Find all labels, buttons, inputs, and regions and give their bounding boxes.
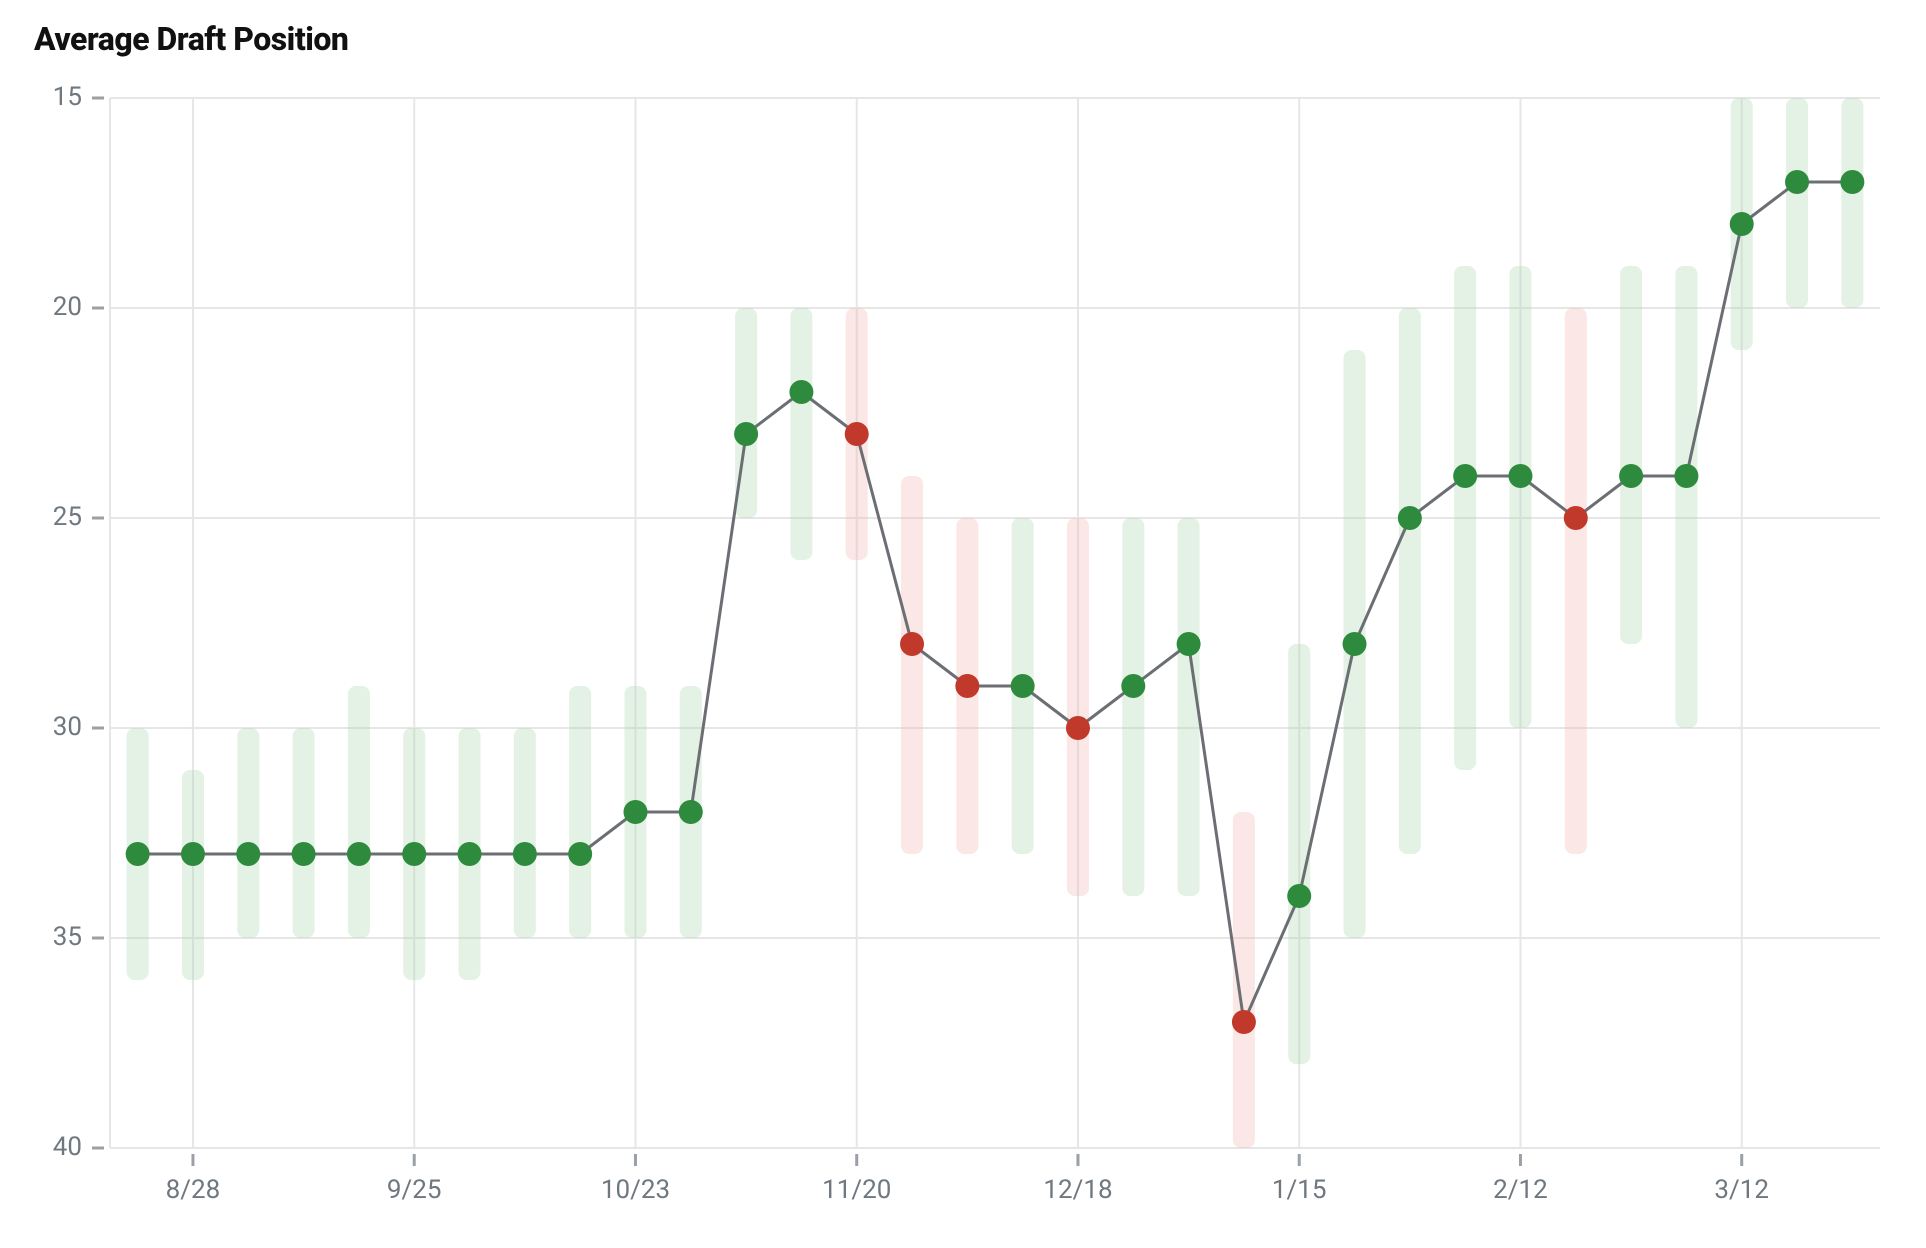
adp-marker: [458, 842, 482, 866]
adp-marker: [181, 842, 205, 866]
range-bar: [790, 308, 812, 560]
range-bar: [1841, 98, 1863, 308]
adp-marker: [1840, 170, 1864, 194]
adp-marker: [679, 800, 703, 824]
range-bar: [1178, 518, 1200, 896]
adp-marker: [789, 380, 813, 404]
chart-title: Average Draft Position: [34, 20, 1896, 58]
adp-marker: [1121, 674, 1145, 698]
adp-marker: [126, 842, 150, 866]
x-tick-label: 12/18: [1043, 1175, 1112, 1205]
adp-marker: [1398, 506, 1422, 530]
adp-marker: [623, 800, 647, 824]
range-bar: [293, 728, 315, 938]
range-bar: [1620, 266, 1642, 644]
adp-marker: [402, 842, 426, 866]
adp-marker: [1177, 632, 1201, 656]
adp-marker: [1730, 212, 1754, 236]
range-bar: [1509, 266, 1531, 728]
adp-marker: [1066, 716, 1090, 740]
adp-marker: [292, 842, 316, 866]
range-bar: [1233, 812, 1255, 1148]
x-tick-label: 2/12: [1493, 1175, 1548, 1205]
range-bar: [1786, 98, 1808, 308]
x-tick-label: 1/15: [1272, 1175, 1327, 1205]
adp-marker: [568, 842, 592, 866]
y-tick-label: 20: [53, 292, 82, 322]
page-root: Average Draft Position 15 20 25 30 35 40 8/28 9…: [0, 0, 1926, 1248]
adp-marker: [734, 422, 758, 446]
y-tick-label: 30: [53, 712, 82, 742]
adp-marker: [955, 674, 979, 698]
adp-marker: [900, 632, 924, 656]
y-tick-label: 40: [53, 1132, 82, 1162]
range-bar: [237, 728, 259, 938]
range-bar: [348, 686, 370, 938]
y-tick-label: 15: [53, 82, 82, 112]
adp-marker: [1453, 464, 1477, 488]
adp-marker: [1508, 464, 1532, 488]
x-tick-label: 9/25: [387, 1175, 442, 1205]
range-bar: [1122, 518, 1144, 896]
range-bar: [1067, 518, 1089, 896]
chart-container: 15 20 25 30 35 40 8/28 9/25 10/23 11/20 12/18 1/15 2…: [30, 68, 1896, 1206]
range-bar: [1565, 308, 1587, 854]
adp-marker: [1343, 632, 1367, 656]
adp-marker: [1674, 464, 1698, 488]
range-bar: [182, 770, 204, 980]
range-bar: [514, 728, 536, 938]
y-tick-label: 35: [53, 922, 82, 952]
adp-marker: [347, 842, 371, 866]
adp-chart: 15 20 25 30 35 40 8/28 9/25 10/23 11/20 12/18 1/15 2…: [30, 68, 1896, 1226]
x-tick-label: 3/12: [1714, 1175, 1769, 1205]
adp-marker: [513, 842, 537, 866]
adp-marker: [1287, 884, 1311, 908]
x-tick-label: 10/23: [601, 1175, 670, 1205]
adp-marker: [1785, 170, 1809, 194]
range-bar: [1454, 266, 1476, 770]
adp-marker: [1564, 506, 1588, 530]
adp-marker: [845, 422, 869, 446]
range-bar: [1675, 266, 1697, 728]
adp-marker: [1011, 674, 1035, 698]
x-tick-label: 11/20: [822, 1175, 891, 1205]
adp-marker: [1232, 1010, 1256, 1034]
adp-marker: [236, 842, 260, 866]
range-bar: [569, 686, 591, 938]
adp-marker: [1619, 464, 1643, 488]
x-tick-label: 8/28: [166, 1175, 221, 1205]
range-bar: [901, 476, 923, 854]
y-tick-label: 25: [53, 502, 82, 532]
range-bar: [1399, 308, 1421, 854]
